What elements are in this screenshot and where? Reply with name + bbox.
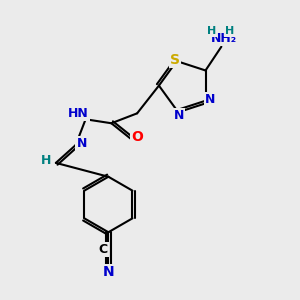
Text: H: H [41,154,51,167]
Text: O: O [131,130,143,144]
Text: HN: HN [68,107,89,120]
Text: C: C [99,243,108,256]
Text: N: N [205,93,216,106]
Text: S: S [170,53,180,67]
Text: H: H [207,26,216,36]
Text: NH₂: NH₂ [211,32,237,45]
Text: N: N [76,136,87,150]
Text: N: N [173,109,184,122]
Text: N: N [103,265,114,279]
Text: H: H [225,26,234,36]
